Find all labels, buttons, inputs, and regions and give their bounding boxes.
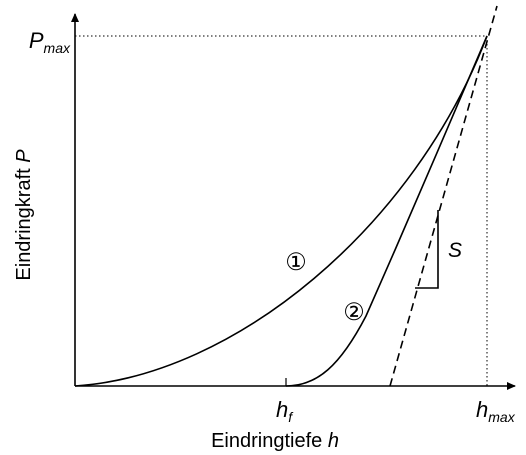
curve1-marker: ① — [285, 249, 307, 276]
curve2-marker: ② — [343, 299, 365, 326]
y-axis-title: Eindringkraft P — [13, 149, 35, 281]
loading-curve — [74, 35, 488, 387]
slope-triangle — [415, 210, 439, 289]
tangent-line — [389, 5, 498, 387]
stiffness-label: S — [448, 239, 462, 262]
x-axis-title: Eindringtiefe h — [211, 430, 339, 452]
unloading-curve — [285, 35, 488, 387]
hmax-label: hmax — [476, 397, 516, 425]
hf-label: hf — [276, 397, 294, 425]
pmax-label: Pmax — [29, 28, 71, 56]
